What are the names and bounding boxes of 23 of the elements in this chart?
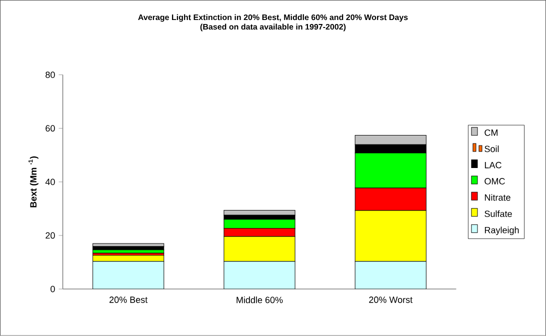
chart-subtitle: (Based on data available in 1997-2002) — [200, 24, 346, 32]
bar — [92, 261, 164, 290]
legend-label: CM — [484, 130, 498, 136]
legend-label: Sulfate — [484, 210, 512, 218]
bar — [354, 261, 426, 290]
legend-label: OMC — [484, 178, 505, 185]
x-tick-label: Middle 60% — [236, 296, 283, 304]
x-tick-label: 20% Worst — [369, 296, 413, 304]
bar — [224, 210, 296, 216]
y-axis-title: Bext (Mm $^{-1}$) — [28, 156, 38, 208]
y-tick-label: 20 — [46, 232, 55, 239]
x-tick-label: 20% Best — [110, 296, 148, 304]
legend-label: Nitrate — [484, 194, 510, 201]
bar — [92, 250, 164, 254]
legend-label: Rayleigh — [484, 226, 519, 236]
y-tick-label: 40 — [45, 178, 55, 186]
y-tick-label: 80 — [46, 72, 55, 78]
legend-label: Soil — [484, 146, 499, 152]
y-tick-label: 60 — [46, 125, 55, 132]
bar — [224, 261, 296, 290]
legend-label: LAC — [484, 162, 502, 168]
chart-title: Average Light Extinction in 20% Best, Middle 60% and 20% Worst Days — [138, 14, 408, 22]
y-tick-label: 0 — [50, 286, 55, 292]
